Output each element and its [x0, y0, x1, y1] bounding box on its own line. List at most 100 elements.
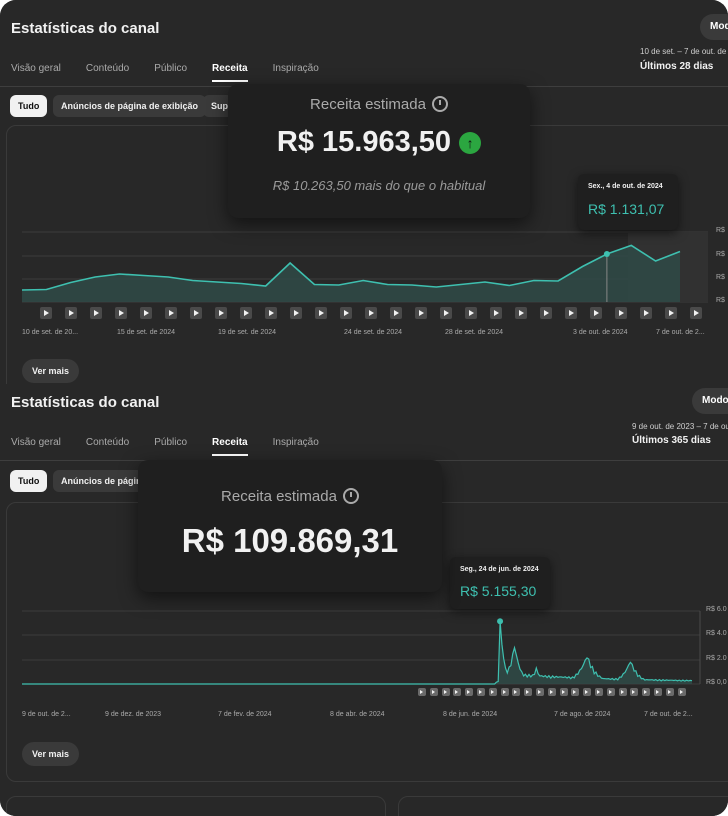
play-icon[interactable]	[536, 688, 544, 696]
play-icon[interactable]	[40, 307, 52, 319]
period-selector[interactable]: Últimos 28 dias	[640, 61, 714, 72]
tab-overview[interactable]: Visão geral	[11, 437, 61, 448]
play-icon[interactable]	[547, 688, 556, 696]
play-icon[interactable]	[524, 688, 533, 696]
play-icon[interactable]	[140, 307, 152, 319]
play-icon[interactable]	[654, 688, 662, 696]
play-icon[interactable]	[465, 688, 474, 696]
play-icon[interactable]	[165, 307, 177, 319]
tab-content[interactable]: Conteúdo	[85, 437, 130, 448]
tab-inspiration[interactable]: Inspiração	[272, 63, 319, 74]
chip-all[interactable]: Tudo	[10, 95, 48, 117]
page-title: Estatísticas do canal	[11, 394, 160, 411]
play-icon[interactable]	[665, 688, 674, 696]
play-icon[interactable]	[690, 307, 702, 319]
play-icon[interactable]	[315, 307, 327, 319]
chip-display-ads[interactable]: Anúncios de página	[53, 470, 143, 492]
play-icon[interactable]	[640, 307, 652, 319]
x-tick: 24 de set. de 2024	[344, 329, 402, 336]
x-tick: 9 de out. de 2...	[22, 711, 71, 718]
x-tick: 9 de dez. de 2023	[105, 711, 162, 718]
play-icon[interactable]	[606, 688, 615, 696]
x-tick: 8 de jun. de 2024	[443, 711, 498, 718]
see-more-button[interactable]: Ver mais	[22, 742, 80, 766]
highlight-point	[603, 251, 610, 257]
revenue-callout: Receita estimada R$ 109.869,31	[138, 460, 442, 592]
play-icon[interactable]	[453, 688, 462, 696]
play-icon[interactable]	[477, 688, 485, 696]
play-icon[interactable]	[642, 688, 651, 696]
metric-label-row: Receita estimada	[228, 96, 530, 113]
play-icon[interactable]	[630, 688, 639, 696]
play-icon[interactable]	[515, 307, 527, 319]
chart-tooltip: Seg., 24 de jun. de 2024 R$ 5.155,30	[450, 557, 550, 609]
tab-overview[interactable]: Visão geral	[11, 63, 61, 74]
metric-comparison: R$ 10.263,50 mais do que o habitual	[272, 178, 486, 193]
tab-bar: Visão geral Conteúdo Público Receita Ins…	[11, 63, 319, 82]
play-icon[interactable]	[677, 688, 686, 696]
y-tick: R$	[716, 227, 725, 234]
play-icon[interactable]	[115, 307, 127, 319]
play-icon[interactable]	[415, 307, 427, 319]
x-tick: 7 de fev. de 2024	[218, 711, 272, 718]
play-icon[interactable]	[190, 307, 202, 319]
play-icon[interactable]	[365, 307, 377, 319]
arrow-up-icon: ↑	[459, 132, 482, 154]
tab-content[interactable]: Conteúdo	[85, 63, 130, 74]
tab-inspiration[interactable]: Inspiração	[272, 437, 319, 448]
play-icon[interactable]	[490, 307, 502, 319]
tab-revenue[interactable]: Receita	[212, 437, 248, 456]
play-icon[interactable]	[615, 307, 627, 319]
play-icon[interactable]	[500, 688, 509, 696]
play-icon[interactable]	[590, 307, 602, 319]
play-icon[interactable]	[265, 307, 277, 319]
play-icon[interactable]	[215, 307, 227, 319]
page-title: Estatísticas do canal	[11, 20, 160, 37]
play-icon[interactable]	[540, 307, 552, 319]
play-icon[interactable]	[440, 307, 452, 319]
x-tick: 15 de set. de 2024	[117, 329, 175, 336]
period-selector[interactable]: Últimos 365 dias	[632, 435, 711, 446]
play-icon[interactable]	[618, 688, 627, 696]
see-more-button[interactable]: Ver mais	[22, 359, 80, 383]
play-icon[interactable]	[583, 688, 592, 696]
play-icon[interactable]	[565, 307, 577, 319]
analytics-panel-28-days: Estatísticas do canal Modo Visão geral C…	[0, 0, 728, 384]
y-tick: R$	[716, 297, 725, 304]
play-icon[interactable]	[571, 688, 580, 696]
play-icon[interactable]	[90, 307, 102, 319]
tab-audience[interactable]: Público	[154, 63, 188, 74]
play-icon[interactable]	[65, 307, 77, 319]
card-bottom-right	[398, 796, 728, 816]
x-tick: 8 de abr. de 2024	[330, 711, 385, 718]
play-icon[interactable]	[465, 307, 477, 319]
play-icon[interactable]	[340, 307, 352, 319]
play-icon[interactable]	[665, 307, 677, 319]
play-icon[interactable]	[429, 688, 438, 696]
metric-label: Receita estimada	[310, 96, 426, 113]
play-icon[interactable]	[441, 688, 450, 696]
metric-label: Receita estimada	[221, 488, 337, 505]
x-tick: 7 de ago. de 2024	[554, 711, 611, 718]
chip-all[interactable]: Tudo	[10, 470, 48, 492]
chip-supers[interactable]: Sup	[203, 95, 233, 117]
play-icon[interactable]	[488, 688, 497, 696]
mode-button[interactable]: Modo	[700, 14, 728, 40]
tab-revenue[interactable]: Receita	[212, 63, 248, 82]
analytics-panel-365-days: Estatísticas do canal Modo Visão geral C…	[0, 384, 728, 816]
mode-button[interactable]: Modo	[692, 388, 728, 414]
chip-display-ads[interactable]: Anúncios de página de exibição	[53, 95, 207, 117]
play-icon[interactable]	[418, 688, 426, 696]
play-icon[interactable]	[290, 307, 302, 319]
y-tick: R$	[716, 251, 725, 258]
y-tick: R$ 2.0	[706, 655, 727, 662]
play-icon[interactable]	[240, 307, 252, 319]
y-tick: R$ 0,0	[706, 679, 727, 686]
tab-audience[interactable]: Público	[154, 437, 188, 448]
play-icon[interactable]	[512, 688, 521, 696]
metric-value: R$ 109.869,31	[181, 522, 399, 559]
play-icon[interactable]	[595, 688, 603, 696]
play-icon[interactable]	[390, 307, 402, 319]
series-line	[22, 621, 693, 685]
play-icon[interactable]	[559, 688, 568, 696]
